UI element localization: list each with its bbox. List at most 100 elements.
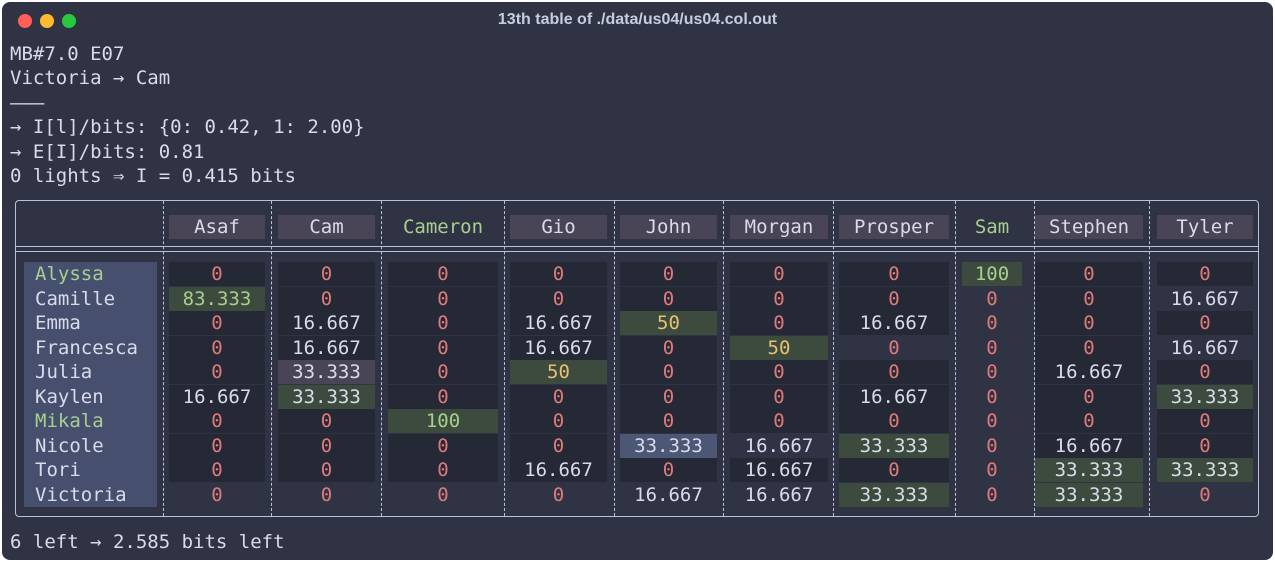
table-cell: 50 xyxy=(620,311,717,335)
episode-line: MB#7.0 E07 xyxy=(10,43,125,65)
table-cell: 33.333 xyxy=(1035,458,1143,482)
table-cell: 33.333 xyxy=(1035,482,1143,507)
table-cell: 33.333 xyxy=(278,384,375,409)
table-cell: 33.333 xyxy=(839,482,949,507)
minimize-button[interactable] xyxy=(40,14,54,28)
table-cell: 0 xyxy=(620,286,717,311)
table-cell: 16.667 xyxy=(1170,336,1240,359)
column-header-stephen: Stephen xyxy=(1035,215,1143,239)
title-bar: 13th table of ./data/us04/us04.col.out xyxy=(2,2,1273,40)
table-cell: 0 xyxy=(839,262,949,286)
table-cell: 0 xyxy=(169,335,265,360)
column-header-tyler: Tyler xyxy=(1157,215,1253,239)
table-cell: 50 xyxy=(730,335,828,360)
table-cell: 0 xyxy=(169,360,265,384)
row-label-alyssa: Alyssa xyxy=(35,263,104,285)
table-cell: 0 xyxy=(730,262,828,286)
row-label-kaylen: Kaylen xyxy=(35,385,104,408)
table-cell: 0 xyxy=(986,410,998,432)
probability-table: Asaf Cam Cameron Gio John Morgan Prosper Sam Ste… xyxy=(15,200,1259,517)
column-separator xyxy=(163,201,164,516)
table-cell: 0 xyxy=(169,262,265,286)
table-cell: 0 xyxy=(437,483,449,506)
table-cell: 0 xyxy=(1157,311,1253,335)
footer-status: 6 left → 2.585 bits left xyxy=(10,531,285,553)
table-cell: 0 xyxy=(986,361,998,383)
table-cell: 0 xyxy=(510,286,607,311)
table-cell: 0 xyxy=(169,433,265,458)
column-separator xyxy=(955,201,956,516)
table-cell: 0 xyxy=(1035,384,1143,409)
row-label-emma: Emma xyxy=(35,312,81,334)
table-cell: 0 xyxy=(1157,262,1253,286)
table-cell: 16.667 xyxy=(278,335,375,360)
table-cell: 0 xyxy=(388,262,498,286)
table-cell: 0 xyxy=(1035,286,1143,311)
close-button[interactable] xyxy=(18,14,32,28)
row-label-victoria: Victoria xyxy=(35,483,127,506)
table-cell: 0 xyxy=(1157,360,1253,384)
row-label-nicole: Nicole xyxy=(35,434,104,457)
column-header-morgan: Morgan xyxy=(730,215,828,239)
table-cell: 16.667 xyxy=(744,434,814,457)
table-cell: 0 xyxy=(510,262,607,286)
table-cell: 16.667 xyxy=(730,458,828,482)
info-distribution-line: → I[l]/bits: {0: 0.42, 1: 2.00} xyxy=(10,116,365,138)
column-header-cameron: Cameron xyxy=(402,216,484,238)
column-header-gio: Gio xyxy=(510,215,607,239)
column-header-prosper: Prosper xyxy=(839,215,949,239)
table-cell: 0 xyxy=(1035,311,1143,335)
table-cell: 100 xyxy=(388,409,498,433)
column-separator xyxy=(504,201,505,516)
row-label-francesca: Francesca xyxy=(35,336,138,359)
column-separator xyxy=(833,201,834,516)
table-cell: 16.667 xyxy=(169,384,265,409)
column-header-sam: Sam xyxy=(974,216,1010,238)
table-cell: 0 xyxy=(620,458,717,482)
table-cell: 0 xyxy=(388,286,498,311)
table-cell: 16.667 xyxy=(744,483,814,506)
table-cell: 0 xyxy=(730,286,828,311)
table-cell: 0 xyxy=(169,458,265,482)
table-cell: 16.667 xyxy=(1035,360,1143,384)
column-separator xyxy=(1149,201,1150,516)
table-cell: 100 xyxy=(962,262,1022,286)
table-cell: 50 xyxy=(510,360,607,384)
table-cell: 16.667 xyxy=(278,311,375,335)
row-label-camille: Camille xyxy=(35,287,116,310)
window-title: 13th table of ./data/us04/us04.col.out xyxy=(497,11,778,28)
table-cell: 0 xyxy=(730,360,828,384)
table-cell: 33.333 xyxy=(620,433,717,458)
column-separator xyxy=(614,201,615,516)
column-separator xyxy=(723,201,724,516)
table-cell: 0 xyxy=(211,483,223,506)
table-cell: 16.667 xyxy=(1035,433,1143,458)
table-cell: 0 xyxy=(730,409,828,433)
table-cell: 0 xyxy=(169,311,265,335)
table-cell: 0 xyxy=(278,433,375,458)
maximize-button[interactable] xyxy=(62,14,76,28)
table-cell: 0 xyxy=(388,384,498,409)
column-header-asaf: Asaf xyxy=(169,215,265,239)
table-cell: 0 xyxy=(839,409,949,433)
table-cell: 0 xyxy=(730,311,828,335)
expected-info-line: → E[I]/bits: 0.81 xyxy=(10,141,205,163)
table-cell: 0 xyxy=(1035,335,1143,360)
table-cell: 16.667 xyxy=(839,384,949,409)
table-cell: 0 xyxy=(986,287,998,310)
table-cell: 83.333 xyxy=(169,286,265,311)
table-cell: 0 xyxy=(620,262,717,286)
lights-line: 0 lights ⇒ I = 0.415 bits xyxy=(10,165,296,187)
table-cell: 0 xyxy=(510,433,607,458)
table-cell: 33.333 xyxy=(1157,458,1253,482)
table-cell: 0 xyxy=(278,286,375,311)
table-cell: 16.667 xyxy=(510,311,607,335)
table-cell: 0 xyxy=(388,433,498,458)
table-cell: 0 xyxy=(730,384,828,409)
table-cell: 0 xyxy=(986,312,998,334)
table-cell: 16.667 xyxy=(839,311,949,335)
table-cell: 0 xyxy=(1157,433,1253,458)
table-cell: 0 xyxy=(986,483,998,506)
table-cell: 33.333 xyxy=(278,360,375,384)
